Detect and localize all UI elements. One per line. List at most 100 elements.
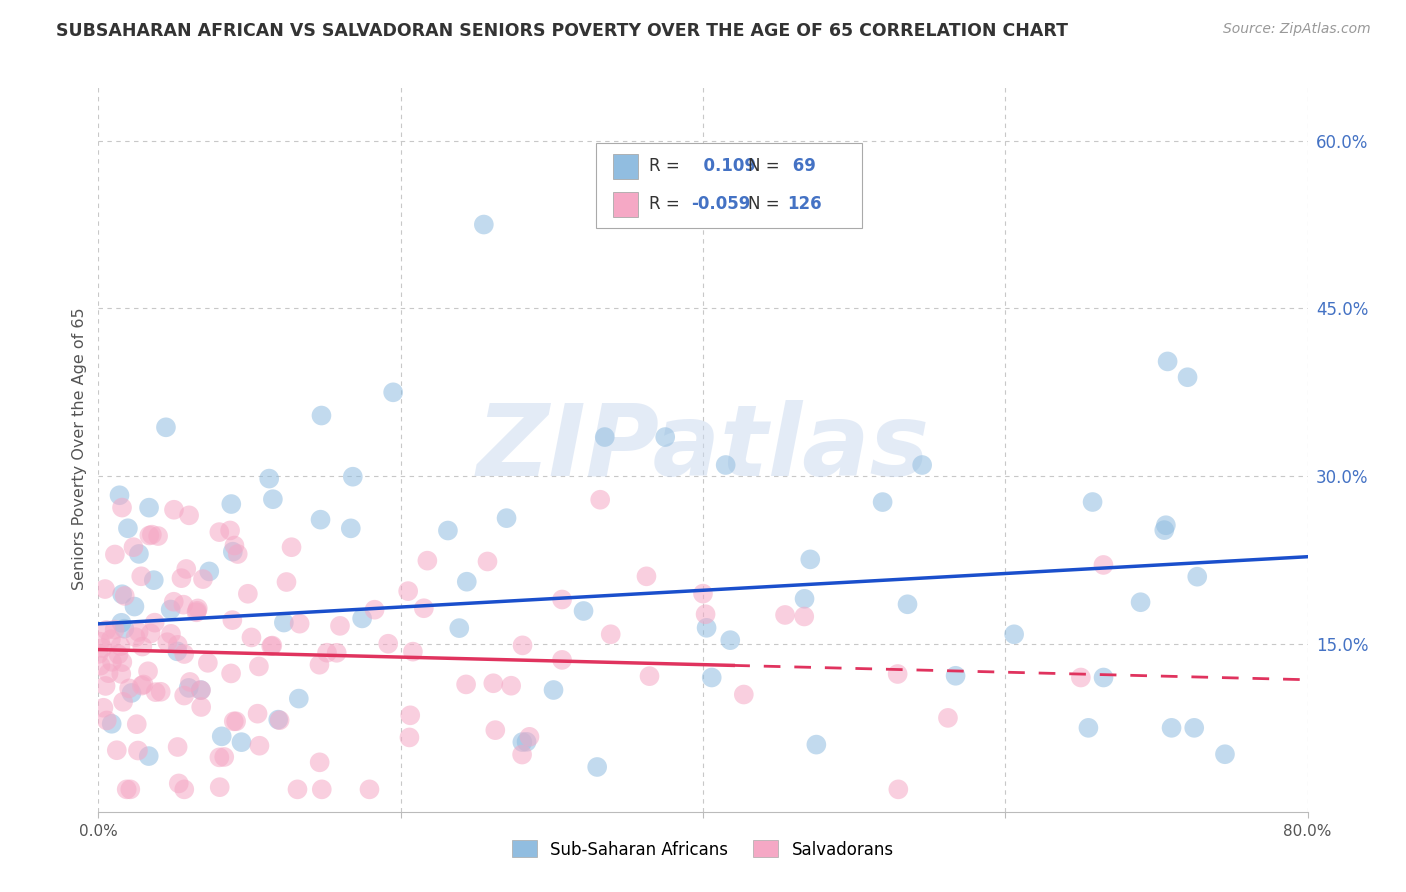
Point bbox=[124, 630, 146, 644]
Point bbox=[177, 681, 200, 695]
Point bbox=[173, 782, 195, 797]
Point bbox=[142, 573, 165, 587]
Point bbox=[236, 587, 259, 601]
Point bbox=[267, 713, 290, 727]
Point bbox=[309, 513, 332, 527]
Point bbox=[159, 602, 181, 616]
Point bbox=[636, 569, 658, 583]
Point bbox=[172, 598, 194, 612]
Point bbox=[173, 647, 195, 661]
Point bbox=[247, 659, 270, 673]
Point bbox=[100, 632, 122, 647]
Point bbox=[1081, 495, 1104, 509]
Point bbox=[105, 743, 128, 757]
Point bbox=[219, 497, 242, 511]
Point bbox=[593, 430, 616, 444]
Point bbox=[377, 637, 399, 651]
Point bbox=[93, 700, 115, 714]
Text: 0.109: 0.109 bbox=[692, 157, 755, 176]
Point bbox=[190, 700, 212, 714]
Point bbox=[449, 621, 471, 635]
Point bbox=[501, 679, 523, 693]
Point bbox=[212, 750, 235, 764]
Point bbox=[437, 524, 460, 538]
Point bbox=[551, 653, 574, 667]
Point bbox=[512, 639, 534, 653]
Point bbox=[1160, 721, 1182, 735]
Point bbox=[166, 638, 188, 652]
Point bbox=[599, 627, 621, 641]
Point bbox=[89, 634, 111, 648]
Point bbox=[262, 492, 284, 507]
Point bbox=[174, 562, 197, 576]
Point bbox=[156, 635, 179, 649]
Point bbox=[325, 646, 347, 660]
Point bbox=[1156, 354, 1178, 368]
Point bbox=[112, 622, 135, 636]
Point bbox=[308, 756, 330, 770]
Point bbox=[638, 669, 661, 683]
Text: Source: ZipAtlas.com: Source: ZipAtlas.com bbox=[1223, 22, 1371, 37]
Point bbox=[190, 683, 212, 698]
Point bbox=[197, 656, 219, 670]
Point bbox=[273, 615, 295, 630]
Point bbox=[128, 625, 150, 640]
Point bbox=[221, 613, 243, 627]
Point bbox=[191, 572, 214, 586]
Point bbox=[257, 472, 280, 486]
Point bbox=[945, 669, 967, 683]
Text: SUBSAHARAN AFRICAN VS SALVADORAN SENIORS POVERTY OVER THE AGE OF 65 CORRELATION : SUBSAHARAN AFRICAN VS SALVADORAN SENIORS… bbox=[56, 22, 1069, 40]
Point bbox=[167, 776, 190, 790]
Point bbox=[138, 749, 160, 764]
Point bbox=[224, 539, 246, 553]
Point bbox=[138, 528, 160, 542]
Point bbox=[1182, 721, 1205, 735]
Point bbox=[112, 695, 135, 709]
Point bbox=[896, 597, 918, 611]
Point bbox=[1153, 523, 1175, 537]
Point bbox=[91, 641, 114, 656]
Point bbox=[1154, 518, 1177, 533]
Point bbox=[280, 540, 302, 554]
Point bbox=[512, 735, 534, 749]
Point bbox=[128, 547, 150, 561]
Point bbox=[129, 569, 152, 583]
Point bbox=[733, 688, 755, 702]
Point bbox=[179, 508, 201, 523]
Point bbox=[163, 502, 186, 516]
Point bbox=[399, 708, 422, 723]
Point bbox=[396, 584, 419, 599]
Point bbox=[308, 657, 330, 672]
Point bbox=[1187, 570, 1209, 584]
Point bbox=[96, 623, 118, 637]
Point bbox=[412, 601, 434, 615]
Text: R =: R = bbox=[650, 195, 681, 213]
Point bbox=[219, 524, 242, 538]
Point bbox=[329, 619, 352, 633]
Point bbox=[572, 604, 595, 618]
Point bbox=[122, 540, 145, 554]
Point bbox=[222, 714, 245, 729]
Point bbox=[692, 587, 714, 601]
Point bbox=[219, 666, 242, 681]
Point bbox=[226, 547, 249, 561]
Point bbox=[155, 420, 177, 434]
Point bbox=[402, 645, 425, 659]
Point bbox=[179, 675, 201, 690]
Point bbox=[141, 527, 163, 541]
Point bbox=[117, 521, 139, 535]
Point bbox=[793, 591, 815, 606]
Point bbox=[1129, 595, 1152, 609]
Point bbox=[231, 735, 253, 749]
Point bbox=[456, 677, 478, 691]
Point bbox=[696, 621, 718, 635]
Point bbox=[340, 521, 363, 535]
Point bbox=[166, 644, 188, 658]
Point bbox=[190, 683, 212, 698]
Point bbox=[149, 685, 172, 699]
Point bbox=[1092, 671, 1115, 685]
Point bbox=[94, 679, 117, 693]
Point bbox=[773, 607, 796, 622]
Point bbox=[359, 782, 381, 797]
Point bbox=[799, 552, 821, 566]
